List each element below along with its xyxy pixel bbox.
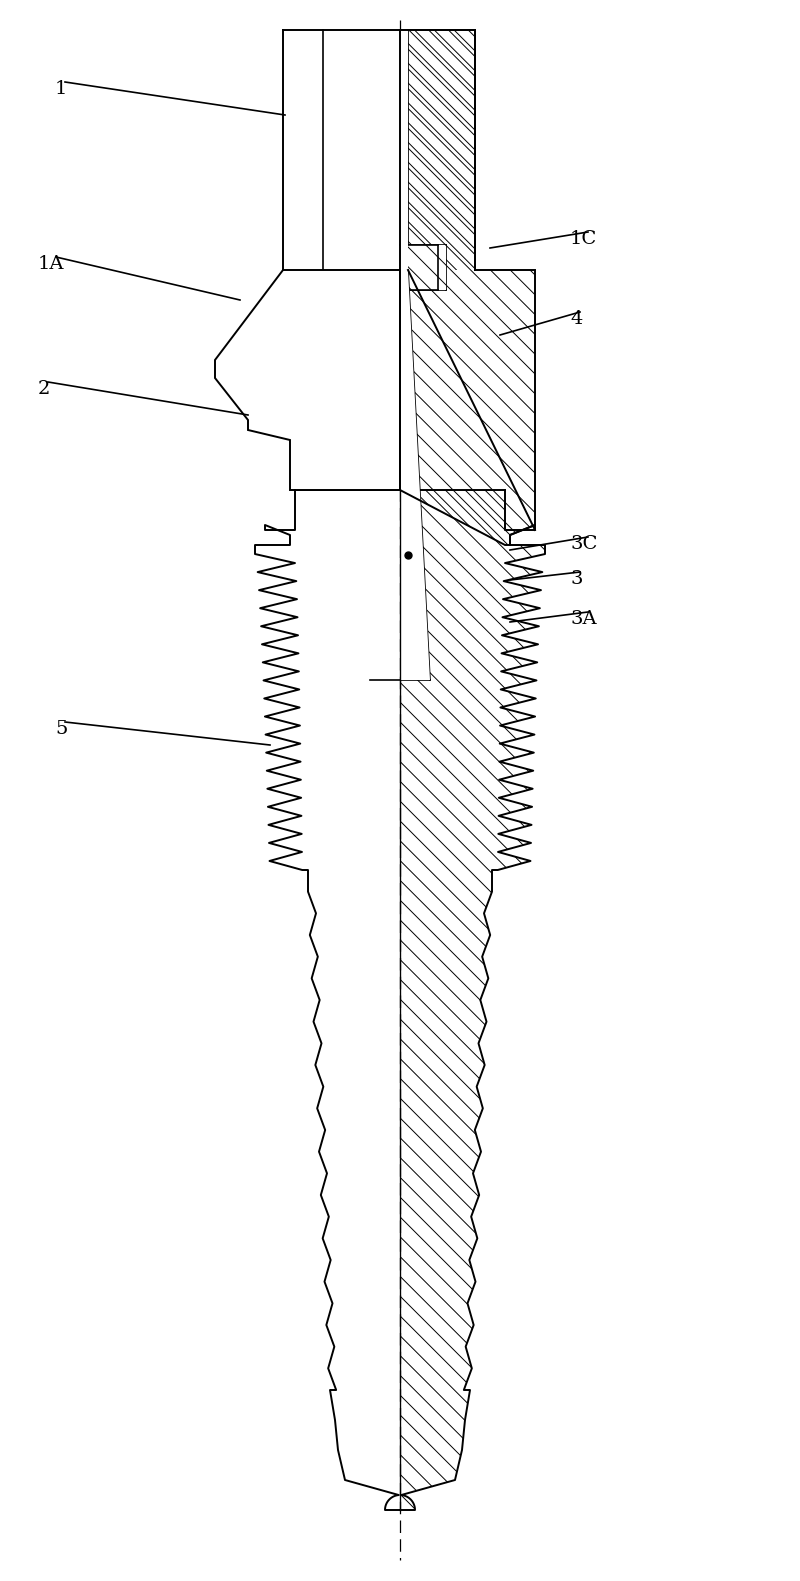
Text: 1: 1 bbox=[55, 81, 67, 98]
Text: 3: 3 bbox=[570, 571, 582, 588]
Polygon shape bbox=[215, 270, 400, 490]
Text: 5: 5 bbox=[55, 719, 67, 738]
Text: 4: 4 bbox=[570, 310, 582, 327]
Polygon shape bbox=[370, 30, 430, 680]
Text: 2: 2 bbox=[38, 379, 50, 398]
Text: 1C: 1C bbox=[570, 229, 598, 248]
Polygon shape bbox=[408, 245, 446, 289]
Text: 1A: 1A bbox=[38, 255, 65, 274]
Text: 3C: 3C bbox=[570, 534, 598, 553]
Text: 3A: 3A bbox=[570, 610, 597, 628]
